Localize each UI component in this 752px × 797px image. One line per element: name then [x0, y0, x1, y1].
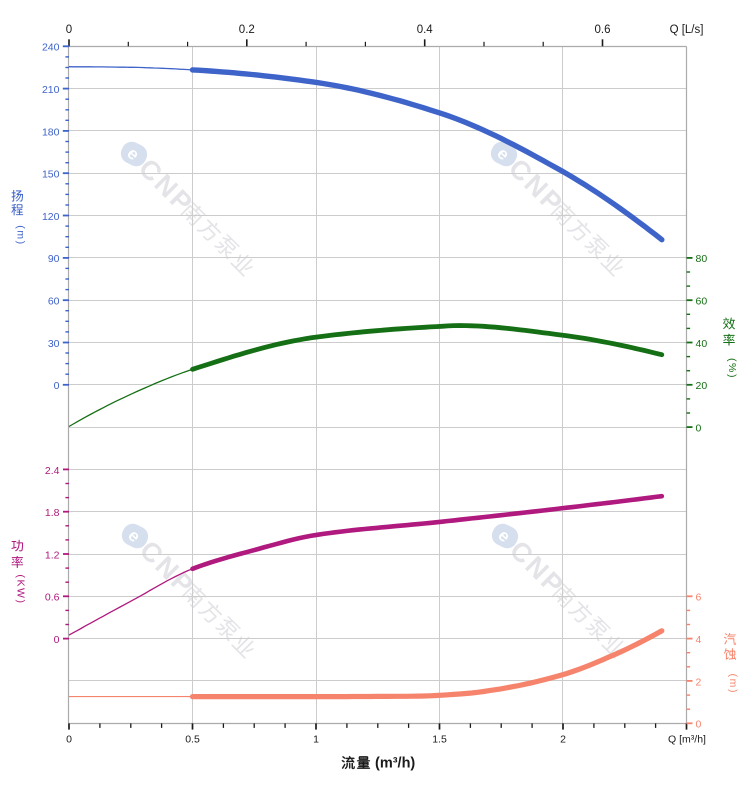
svg-text:4: 4 — [696, 634, 702, 646]
svg-text:1.2: 1.2 — [45, 549, 60, 561]
svg-text:2.4: 2.4 — [45, 465, 60, 477]
svg-text:0.6: 0.6 — [595, 24, 611, 36]
svg-text:Q [m³/h]: Q [m³/h] — [668, 734, 706, 746]
svg-text:(m): (m) — [14, 225, 26, 246]
svg-text:1.8: 1.8 — [45, 507, 60, 519]
svg-text:0: 0 — [54, 380, 60, 392]
svg-text:2: 2 — [696, 676, 702, 688]
svg-text:180: 180 — [42, 126, 60, 138]
svg-text:(m³/h): (m³/h) — [375, 756, 415, 772]
svg-text:0: 0 — [66, 734, 72, 746]
svg-text:20: 20 — [696, 380, 708, 392]
svg-text:0: 0 — [696, 719, 702, 731]
svg-text:240: 240 — [42, 42, 60, 54]
svg-text:0.2: 0.2 — [239, 24, 255, 36]
svg-text:(m): (m) — [727, 674, 739, 695]
svg-text:0: 0 — [54, 634, 60, 646]
svg-text:Q [L/s]: Q [L/s] — [670, 24, 704, 36]
svg-text:1.5: 1.5 — [432, 734, 447, 746]
svg-text:(KW): (KW) — [14, 574, 26, 604]
svg-text:40: 40 — [696, 338, 708, 350]
svg-text:(%): (%) — [726, 358, 738, 379]
svg-text:60: 60 — [48, 296, 60, 308]
svg-text:0: 0 — [66, 24, 72, 36]
svg-text:0.6: 0.6 — [45, 592, 60, 604]
svg-text:120: 120 — [42, 211, 60, 223]
svg-text:80: 80 — [696, 253, 708, 265]
svg-text:1: 1 — [313, 734, 319, 746]
svg-text:0.5: 0.5 — [185, 734, 200, 746]
svg-text:6: 6 — [696, 592, 702, 604]
svg-text:60: 60 — [696, 296, 708, 308]
svg-text:90: 90 — [48, 253, 60, 265]
svg-text:0.4: 0.4 — [417, 24, 434, 36]
svg-text:0: 0 — [696, 423, 702, 435]
svg-text:150: 150 — [42, 169, 60, 181]
svg-text:210: 210 — [42, 84, 60, 96]
svg-text:2: 2 — [560, 734, 566, 746]
svg-text:30: 30 — [48, 338, 60, 350]
